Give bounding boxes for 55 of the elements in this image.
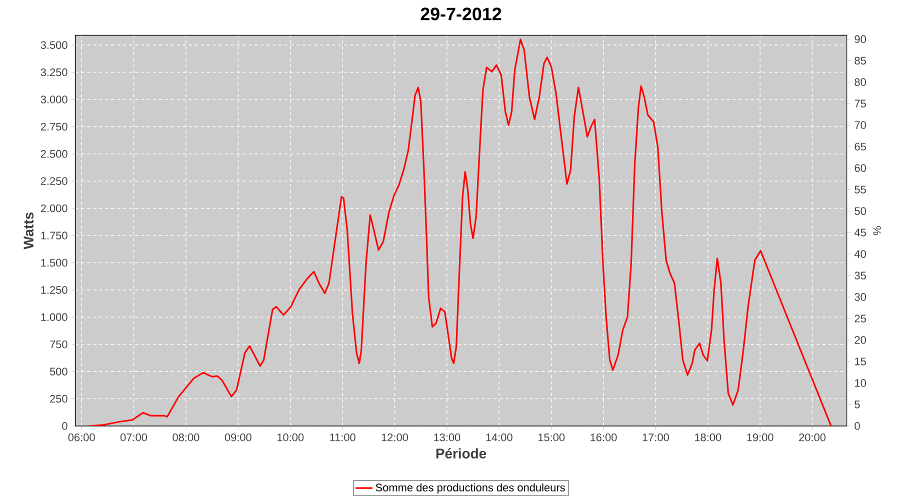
x-tick-label: 13:00	[434, 434, 460, 442]
y-tick-label: 0	[62, 422, 68, 430]
y-tick-label: 1.000	[41, 313, 68, 322]
x-tick-label: 09:00	[224, 434, 252, 442]
y2-tick-label: 5	[854, 400, 860, 408]
y-tick-label: 2.250	[40, 177, 68, 185]
y-tick-label: 2.750	[40, 122, 68, 131]
y2-tick-label: 75	[854, 100, 866, 108]
chart-title: 29-7-2012	[420, 8, 502, 20]
y-tick-label: 500	[50, 368, 68, 376]
x-tick-label: 11:00	[330, 434, 356, 442]
y2-tick-label: 25	[854, 314, 866, 322]
y2-axis-title: %	[873, 226, 881, 236]
y2-tick-label: 55	[854, 186, 866, 194]
y-tick-label: 2.000	[40, 204, 68, 212]
x-tick-label: 07:00	[120, 434, 148, 442]
y-tick-label: 2.500	[40, 150, 68, 158]
y2-tick-label: 30	[854, 293, 866, 301]
y2-tick-label: 45	[854, 228, 866, 236]
x-tick-label: 18:00	[694, 434, 722, 442]
y-axis-title: Watts	[24, 212, 34, 250]
y-tick-label: 750	[50, 340, 68, 348]
y2-tick-label: 50	[854, 207, 866, 215]
x-tick-label: 20:00	[799, 434, 826, 442]
x-tick-label: 10:00	[277, 434, 304, 442]
y-tick-label: 1.500	[41, 258, 68, 267]
y2-tick-label: 10	[855, 379, 866, 387]
x-tick-label: 14:00	[486, 434, 512, 442]
y2-tick-label: 35	[854, 272, 866, 280]
x-tick-label: 15:00	[538, 434, 565, 442]
x-tick-label: 17:00	[642, 434, 669, 442]
y-tick-label: 3.500	[40, 41, 68, 49]
y2-tick-label: 15	[855, 358, 866, 366]
y-tick-label: 3.000	[40, 96, 68, 104]
y-tick-label: 3.250	[40, 68, 68, 76]
line-series	[88, 38, 832, 426]
y2-tick-label: 85	[854, 56, 866, 65]
x-axis-title: Période	[436, 448, 486, 458]
y-tick-label: 250	[50, 394, 68, 403]
y2-tick-label: 40	[854, 250, 866, 258]
x-tick-label: 08:00	[172, 434, 200, 442]
x-tick-label: 06:00	[68, 434, 95, 442]
y2-tick-label: 0	[854, 422, 860, 430]
y2-tick-label: 65	[854, 142, 866, 150]
x-tick-label: 12:00	[382, 434, 408, 442]
y2-tick-label: 60	[854, 164, 866, 172]
y2-tick-label: 70	[854, 121, 866, 129]
y-tick-label: 1.750	[41, 232, 68, 240]
legend-label: Somme des productions des onduleurs	[376, 483, 565, 494]
y2-tick-label: 20	[854, 336, 866, 344]
y2-tick-label: 80	[854, 78, 866, 86]
x-tick-label: 19:00	[747, 434, 774, 442]
y-tick-label: 1.250	[41, 286, 68, 294]
x-tick-label: 16:00	[590, 434, 617, 442]
y2-tick-label: 90	[854, 35, 866, 44]
